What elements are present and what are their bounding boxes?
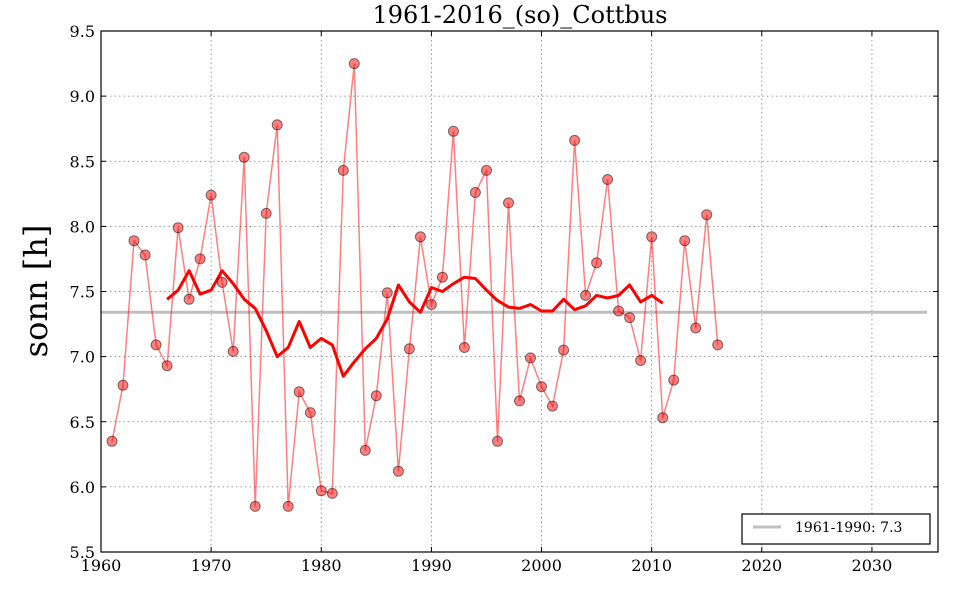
data-point bbox=[514, 395, 525, 407]
data-point bbox=[161, 360, 173, 372]
data-point bbox=[271, 119, 283, 131]
data-point bbox=[326, 487, 338, 499]
moving-average-line bbox=[166, 269, 664, 378]
annual-series-line bbox=[111, 63, 719, 507]
y-tick-label: 5.5 bbox=[70, 543, 95, 562]
data-point bbox=[381, 287, 393, 299]
data-point bbox=[414, 231, 426, 243]
data-point bbox=[492, 435, 503, 447]
data-point bbox=[348, 58, 360, 70]
y-tick-label: 7.5 bbox=[70, 283, 95, 302]
data-point bbox=[481, 164, 492, 176]
y-tick-label: 9.5 bbox=[70, 22, 95, 41]
data-point bbox=[525, 352, 536, 364]
data-point bbox=[370, 390, 382, 402]
data-point bbox=[403, 343, 415, 355]
data-point bbox=[150, 339, 162, 351]
x-tick-label: 1960 bbox=[81, 556, 122, 575]
data-point bbox=[238, 151, 250, 163]
data-point bbox=[194, 253, 206, 265]
data-point bbox=[249, 500, 261, 512]
data-point bbox=[712, 339, 724, 351]
x-tick-label: 1970 bbox=[191, 556, 232, 575]
x-tick-label: 2030 bbox=[852, 556, 893, 575]
data-point bbox=[304, 407, 316, 419]
data-point bbox=[183, 293, 195, 305]
x-tick-label: 1980 bbox=[301, 556, 342, 575]
legend-label: 1961-1990: 7.3 bbox=[795, 520, 902, 536]
ticks: 1960 1970 1980 1990 2000 2010 2020 2030 5.5 6.0 6.… bbox=[70, 22, 938, 575]
data-point bbox=[205, 189, 217, 201]
data-point bbox=[635, 355, 647, 366]
data-point bbox=[458, 342, 470, 353]
data-point bbox=[536, 381, 547, 393]
data-point bbox=[392, 465, 404, 477]
data-point bbox=[679, 235, 691, 247]
data-point bbox=[337, 164, 349, 176]
data-point bbox=[315, 485, 327, 497]
data-point bbox=[425, 299, 437, 310]
data-point bbox=[624, 312, 636, 324]
data-point bbox=[359, 444, 371, 456]
data-point bbox=[547, 400, 558, 412]
data-point bbox=[216, 276, 228, 288]
data-point bbox=[117, 379, 129, 391]
data-point bbox=[602, 174, 614, 185]
y-axis-label: sonn [h] bbox=[17, 225, 55, 358]
data-point bbox=[668, 374, 680, 386]
y-tick-label: 6.5 bbox=[70, 413, 95, 432]
data-point bbox=[227, 345, 239, 357]
data-point bbox=[701, 209, 713, 221]
data-point bbox=[646, 231, 658, 243]
data-point bbox=[139, 249, 151, 261]
data-point bbox=[558, 344, 570, 356]
data-point bbox=[447, 125, 459, 137]
x-tick-label: 2020 bbox=[741, 556, 782, 575]
data-point bbox=[282, 500, 294, 512]
data-point bbox=[569, 134, 581, 146]
y-tick-label: 6.0 bbox=[70, 478, 95, 497]
chart-title: 1961-2016_(so)_Cottbus bbox=[373, 1, 668, 29]
data-point bbox=[293, 386, 305, 398]
y-tick-label: 9.0 bbox=[70, 87, 95, 106]
x-tick-label: 2010 bbox=[631, 556, 672, 575]
data-point bbox=[128, 235, 140, 247]
series-layer bbox=[101, 58, 927, 512]
y-tick-label: 8.5 bbox=[70, 152, 95, 171]
grid bbox=[101, 31, 938, 552]
data-point bbox=[657, 412, 669, 424]
data-point bbox=[172, 222, 184, 234]
data-point bbox=[690, 322, 702, 334]
x-tick-label: 2000 bbox=[521, 556, 562, 575]
data-point bbox=[106, 435, 118, 447]
data-point bbox=[503, 197, 514, 209]
y-tick-label: 8.0 bbox=[70, 217, 95, 236]
data-point bbox=[260, 207, 272, 219]
data-point bbox=[580, 289, 592, 301]
data-point bbox=[436, 271, 448, 283]
y-tick-label: 7.0 bbox=[70, 348, 95, 367]
legend: 1961-1990: 7.3 bbox=[741, 513, 931, 545]
data-point bbox=[591, 257, 603, 269]
data-point bbox=[613, 305, 625, 317]
data-point bbox=[469, 187, 481, 198]
x-tick-label: 1990 bbox=[411, 556, 452, 575]
legend-frame bbox=[741, 513, 931, 545]
